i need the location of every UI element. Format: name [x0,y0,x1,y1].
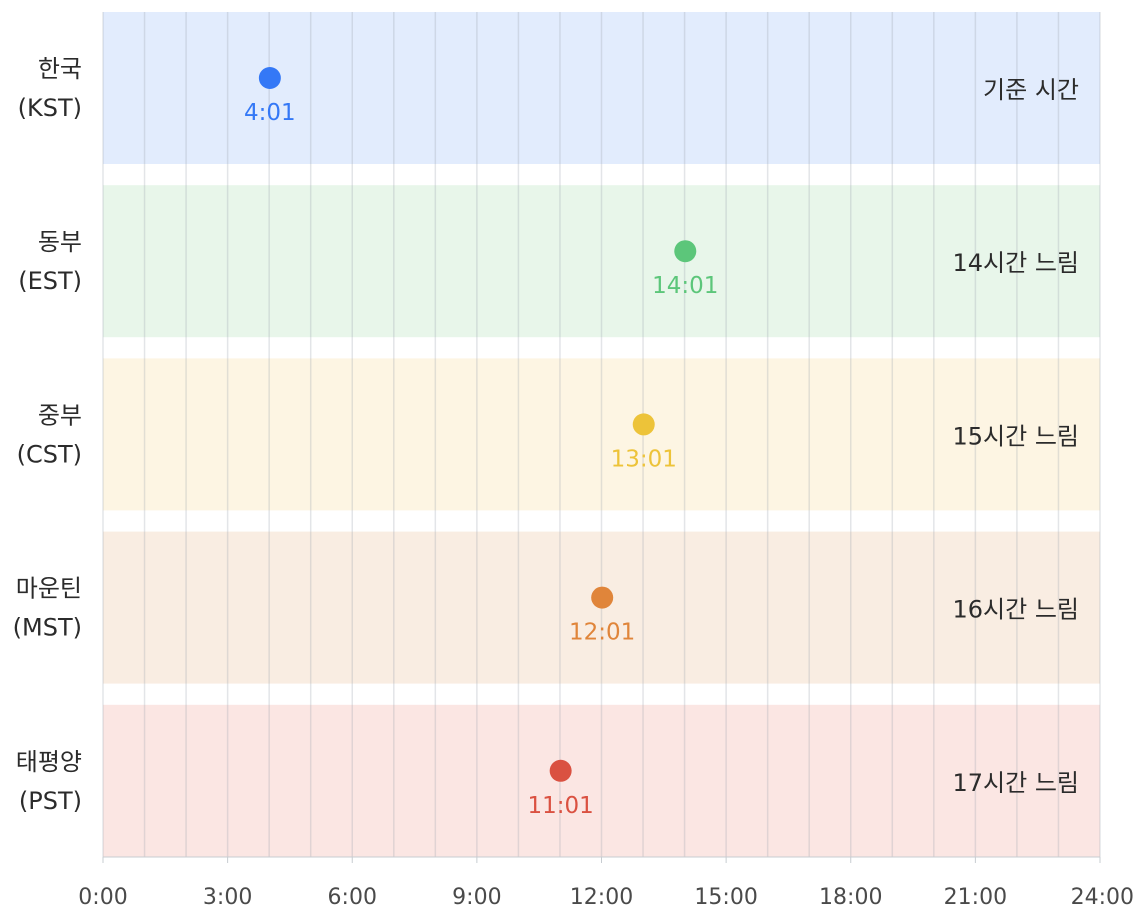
row-name-label: 중부 [38,401,82,429]
x-axis: 0:00 3:00 6:00 9:00 12:00 15:00 18:00 21:00 24:0… [78,856,1134,910]
data-label: 13:01 [611,446,677,472]
row-band [103,358,1100,511]
row-notes: 기준 시간 14시간 느림 15시간 느림 16시간 느림 17시간 느림 [953,76,1080,797]
row-name-label: 마운틴 [16,575,82,603]
row-band [103,185,1100,338]
tick-label: 0:00 [78,885,127,910]
tick-label: 15:00 [694,885,757,910]
row-bands [103,12,1100,857]
row-band [103,704,1100,857]
data-label: 11:01 [528,793,594,819]
tick-label: 12:00 [570,885,633,910]
hour-gridlines [102,12,1101,857]
data-point [549,759,572,782]
row-note: 기준 시간 [983,76,1079,104]
row-code-label: (PST) [19,787,82,815]
data-point [632,413,655,436]
data-label: 12:01 [569,620,635,646]
row-code-label: (MST) [13,614,82,642]
row-code-label: (CST) [17,440,82,468]
row-name-label: 한국 [38,55,82,83]
row-labels: 한국 (KST) 동부 (EST) 중부 (CST) 마운틴 (MST) 태평양 (PST) [13,55,82,815]
data-points: 4:01 14:01 13:01 12:01 11:01 [244,67,718,819]
row-name-label: 태평양 [16,748,82,776]
tick-label: 9:00 [452,885,501,910]
tick-label: 6:00 [328,885,377,910]
tick-label: 24:00 [1071,885,1134,910]
row-name-label: 동부 [38,228,82,256]
data-label: 14:01 [652,273,718,299]
data-point [674,240,697,263]
row-note: 14시간 느림 [953,249,1080,277]
row-note: 15시간 느림 [953,422,1080,450]
data-point [258,67,281,89]
tick-label: 18:00 [819,885,882,910]
tick-label: 21:00 [944,885,1007,910]
tick-label: 3:00 [203,885,252,910]
data-point [591,586,614,609]
row-code-label: (KST) [18,94,82,122]
row-code-label: (EST) [18,267,82,295]
data-label: 4:01 [244,100,296,126]
row-note: 17시간 느림 [953,769,1080,797]
row-note: 16시간 느림 [953,596,1080,624]
